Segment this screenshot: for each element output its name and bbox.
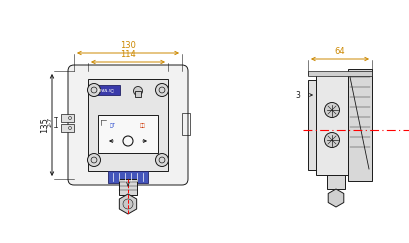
Text: 130: 130 xyxy=(120,41,136,50)
Text: 火警: 火警 xyxy=(140,122,146,128)
Text: 64: 64 xyxy=(335,47,345,56)
Circle shape xyxy=(324,132,339,148)
Circle shape xyxy=(155,154,169,166)
Bar xyxy=(92,85,120,95)
Text: DFAN-S型: DFAN-S型 xyxy=(98,88,114,92)
Bar xyxy=(88,79,168,171)
Circle shape xyxy=(155,84,169,96)
Bar xyxy=(135,91,141,97)
Text: 2-7: 2-7 xyxy=(47,117,52,127)
Bar xyxy=(308,71,372,76)
Bar xyxy=(182,113,190,135)
Text: 3: 3 xyxy=(295,90,300,99)
Polygon shape xyxy=(328,189,344,207)
Bar xyxy=(119,179,137,195)
Bar xyxy=(108,171,148,183)
Text: 复T: 复T xyxy=(110,122,116,128)
Circle shape xyxy=(123,199,133,209)
Text: 135: 135 xyxy=(40,117,49,133)
Bar xyxy=(61,114,74,122)
Bar xyxy=(61,124,74,132)
Bar xyxy=(308,80,316,170)
Polygon shape xyxy=(119,194,137,214)
Bar xyxy=(348,69,372,181)
Bar xyxy=(316,75,348,175)
Circle shape xyxy=(133,87,142,95)
Circle shape xyxy=(324,103,339,118)
Circle shape xyxy=(88,84,101,96)
Bar xyxy=(327,175,345,189)
Circle shape xyxy=(88,154,101,166)
Bar xyxy=(98,115,158,153)
FancyBboxPatch shape xyxy=(68,65,188,185)
Text: 114: 114 xyxy=(120,50,136,59)
